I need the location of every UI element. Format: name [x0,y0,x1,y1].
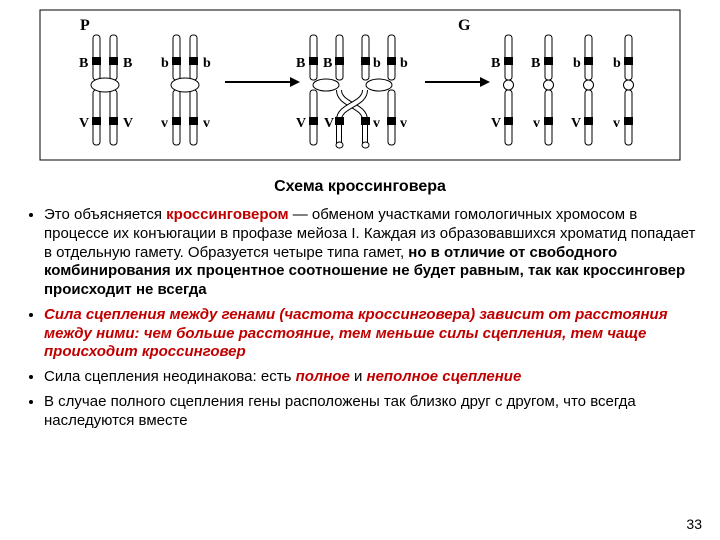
svg-text:B: B [531,56,540,71]
gametes: B V B v b V b [491,35,634,145]
svg-text:b: b [203,56,211,71]
svg-text:B: B [123,56,132,71]
svg-text:V: V [123,116,133,131]
crossover-tetrad: B V b v B b V v [296,35,408,148]
svg-text:v: v [373,116,380,131]
diagram-title: Схема кроссинговера [0,178,720,196]
svg-text:B: B [296,56,305,71]
page-number: 33 [686,516,702,532]
diagram-svg: P G B B V V b b v v [0,0,720,170]
arrow-1 [225,77,300,87]
svg-text:v: v [203,116,210,131]
svg-text:v: v [613,116,620,131]
svg-text:V: V [491,116,501,131]
svg-text:V: V [79,116,89,131]
bivalent-2: b b v v [161,35,211,145]
stage-label-g: G [458,17,471,34]
svg-text:b: b [573,56,581,71]
svg-text:V: V [296,116,306,131]
svg-text:V: V [324,116,334,131]
svg-text:b: b [400,56,408,71]
content-block: Это объясняется кроссинговером — обменом… [0,206,720,430]
svg-text:B: B [79,56,88,71]
bullet-item-3: В случае полного сцепления гены располож… [44,393,696,431]
svg-text:B: B [323,56,332,71]
svg-text:v: v [161,116,168,131]
stage-label-p: P [80,17,90,34]
svg-text:b: b [613,56,621,71]
crossing-over-diagram: P G B B V V b b v v [0,0,720,170]
bullet-item-1: Сила сцепления между генами (частота кро… [44,306,696,362]
bullet-item-0: Это объясняется кроссинговером — обменом… [44,206,696,300]
svg-text:b: b [373,56,381,71]
svg-text:B: B [491,56,500,71]
arrow-2 [425,77,490,87]
svg-text:v: v [533,116,540,131]
svg-text:V: V [571,116,581,131]
svg-text:b: b [161,56,169,71]
bivalent-1: B B V V [79,35,133,145]
bullet-list: Это объясняется кроссинговером — обменом… [24,206,696,430]
svg-text:v: v [400,116,407,131]
bullet-item-2: Сила сцепления неодинакова: есть полное … [44,368,696,387]
